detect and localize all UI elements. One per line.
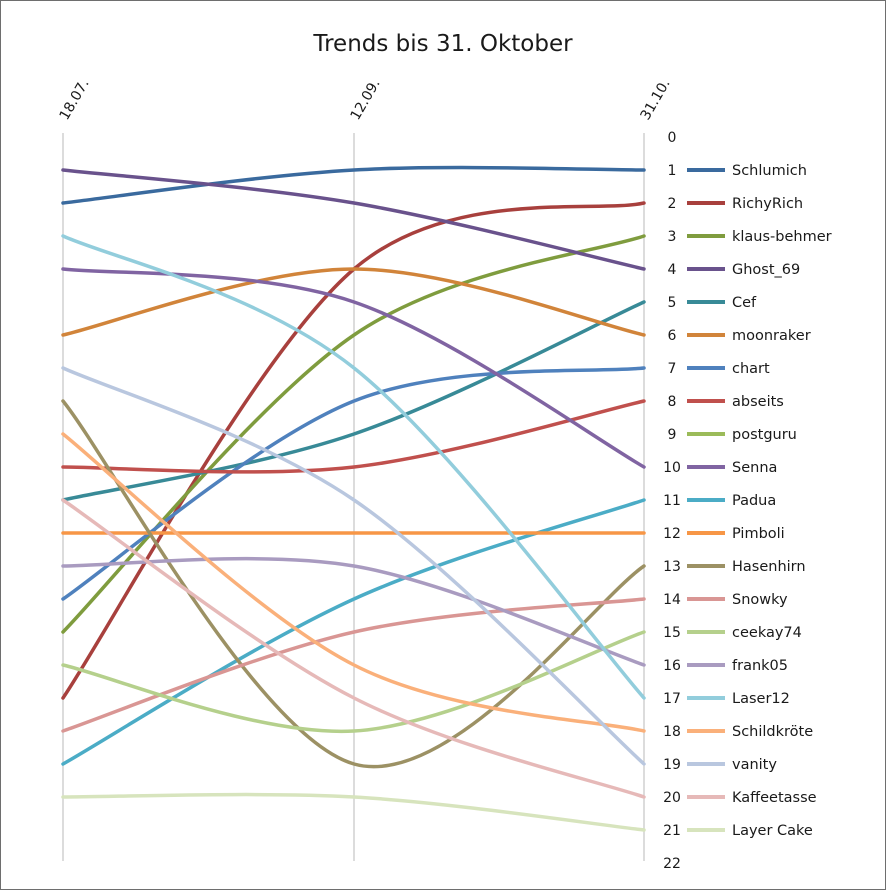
legend-label: Laser12 [732, 691, 790, 707]
series-line-vanity [61, 366, 646, 766]
legend-label: ceekay74 [732, 625, 802, 641]
chart-title: Trends bis 31. Oktober [312, 31, 573, 57]
legend-label: Kaffeetasse [732, 790, 817, 806]
y-tick-label: 10 [663, 460, 681, 476]
series-line-moonraker [61, 267, 646, 337]
legend-label: RichyRich [732, 196, 803, 212]
series-line-schlumich [61, 165, 646, 205]
series-line-richyrich [61, 201, 646, 700]
series-lines [61, 165, 646, 832]
legend-label: Schlumich [732, 163, 807, 179]
y-tick-label: 7 [668, 361, 677, 377]
legend-label: postguru [732, 427, 797, 443]
legend-label: Ghost_69 [732, 262, 800, 278]
legend-label: Schildkröte [732, 724, 813, 740]
series-line-snowky [61, 597, 646, 733]
y-tick-label: 17 [663, 691, 681, 707]
x-axis-labels: 18.07. 12.09. 31.10. [57, 76, 674, 123]
series-line-kaffeetasse [61, 498, 646, 799]
x-tick-label: 12.09. [348, 76, 384, 123]
series-line-laser12 [61, 234, 646, 700]
y-tick-label: 14 [663, 592, 681, 608]
legend-label: frank05 [732, 658, 788, 674]
y-tick-label: 19 [663, 757, 681, 773]
series-line-frank05 [61, 556, 646, 667]
x-tick-label: 31.10. [638, 76, 674, 123]
legend-label: abseits [732, 394, 784, 410]
grid-lines [62, 133, 645, 861]
series-line-schildkr-te [61, 432, 646, 733]
y-tick-label: 13 [663, 559, 681, 575]
series-line-klaus-behmer [61, 234, 646, 634]
y-tick-label: 11 [663, 493, 681, 509]
series-line-ceekay74 [61, 630, 646, 734]
legend-label: moonraker [732, 328, 811, 344]
series-line-ghost-69 [61, 168, 646, 271]
y-tick-label: 16 [663, 658, 681, 674]
y-tick-label: 0 [668, 130, 677, 146]
legend-label: Hasenhirn [732, 559, 806, 575]
legend-label: Senna [732, 460, 777, 476]
legend-label: Layer Cake [732, 823, 813, 839]
legend-label: vanity [732, 757, 777, 773]
y-tick-label: 9 [668, 427, 677, 443]
y-tick-label: 20 [663, 790, 681, 806]
y-tick-label: 2 [668, 196, 677, 212]
legend: Schlumich RichyRich klaus-behmer Ghost_69 Ce… [687, 163, 832, 839]
legend-label: Snowky [732, 592, 788, 608]
y-tick-label: 1 [668, 163, 677, 179]
y-tick-label: 5 [668, 295, 677, 311]
series-line-padua [61, 498, 646, 766]
y-tick-label: 21 [663, 823, 681, 839]
legend-label: klaus-behmer [732, 229, 832, 245]
y-tick-label: 15 [663, 625, 681, 641]
y-tick-label: 18 [663, 724, 681, 740]
y-tick-label: 8 [668, 394, 677, 410]
series-line-abseits [61, 399, 646, 474]
legend-label: Cef [732, 295, 757, 311]
y-tick-label: 12 [663, 526, 681, 542]
y-tick-label: 22 [663, 856, 681, 872]
series-line-layer-cake [61, 792, 646, 832]
series-line-cef [61, 300, 646, 502]
series-line-hasenhirn [61, 399, 646, 769]
legend-label: Padua [732, 493, 776, 509]
x-tick-label: 18.07. [57, 76, 93, 123]
y-tick-label: 6 [668, 328, 677, 344]
y-tick-label: 4 [668, 262, 677, 278]
series-line-senna [61, 267, 646, 469]
legend-label: chart [732, 361, 770, 377]
y-tick-label: 3 [668, 229, 677, 245]
legend-label: Pimboli [732, 526, 785, 542]
